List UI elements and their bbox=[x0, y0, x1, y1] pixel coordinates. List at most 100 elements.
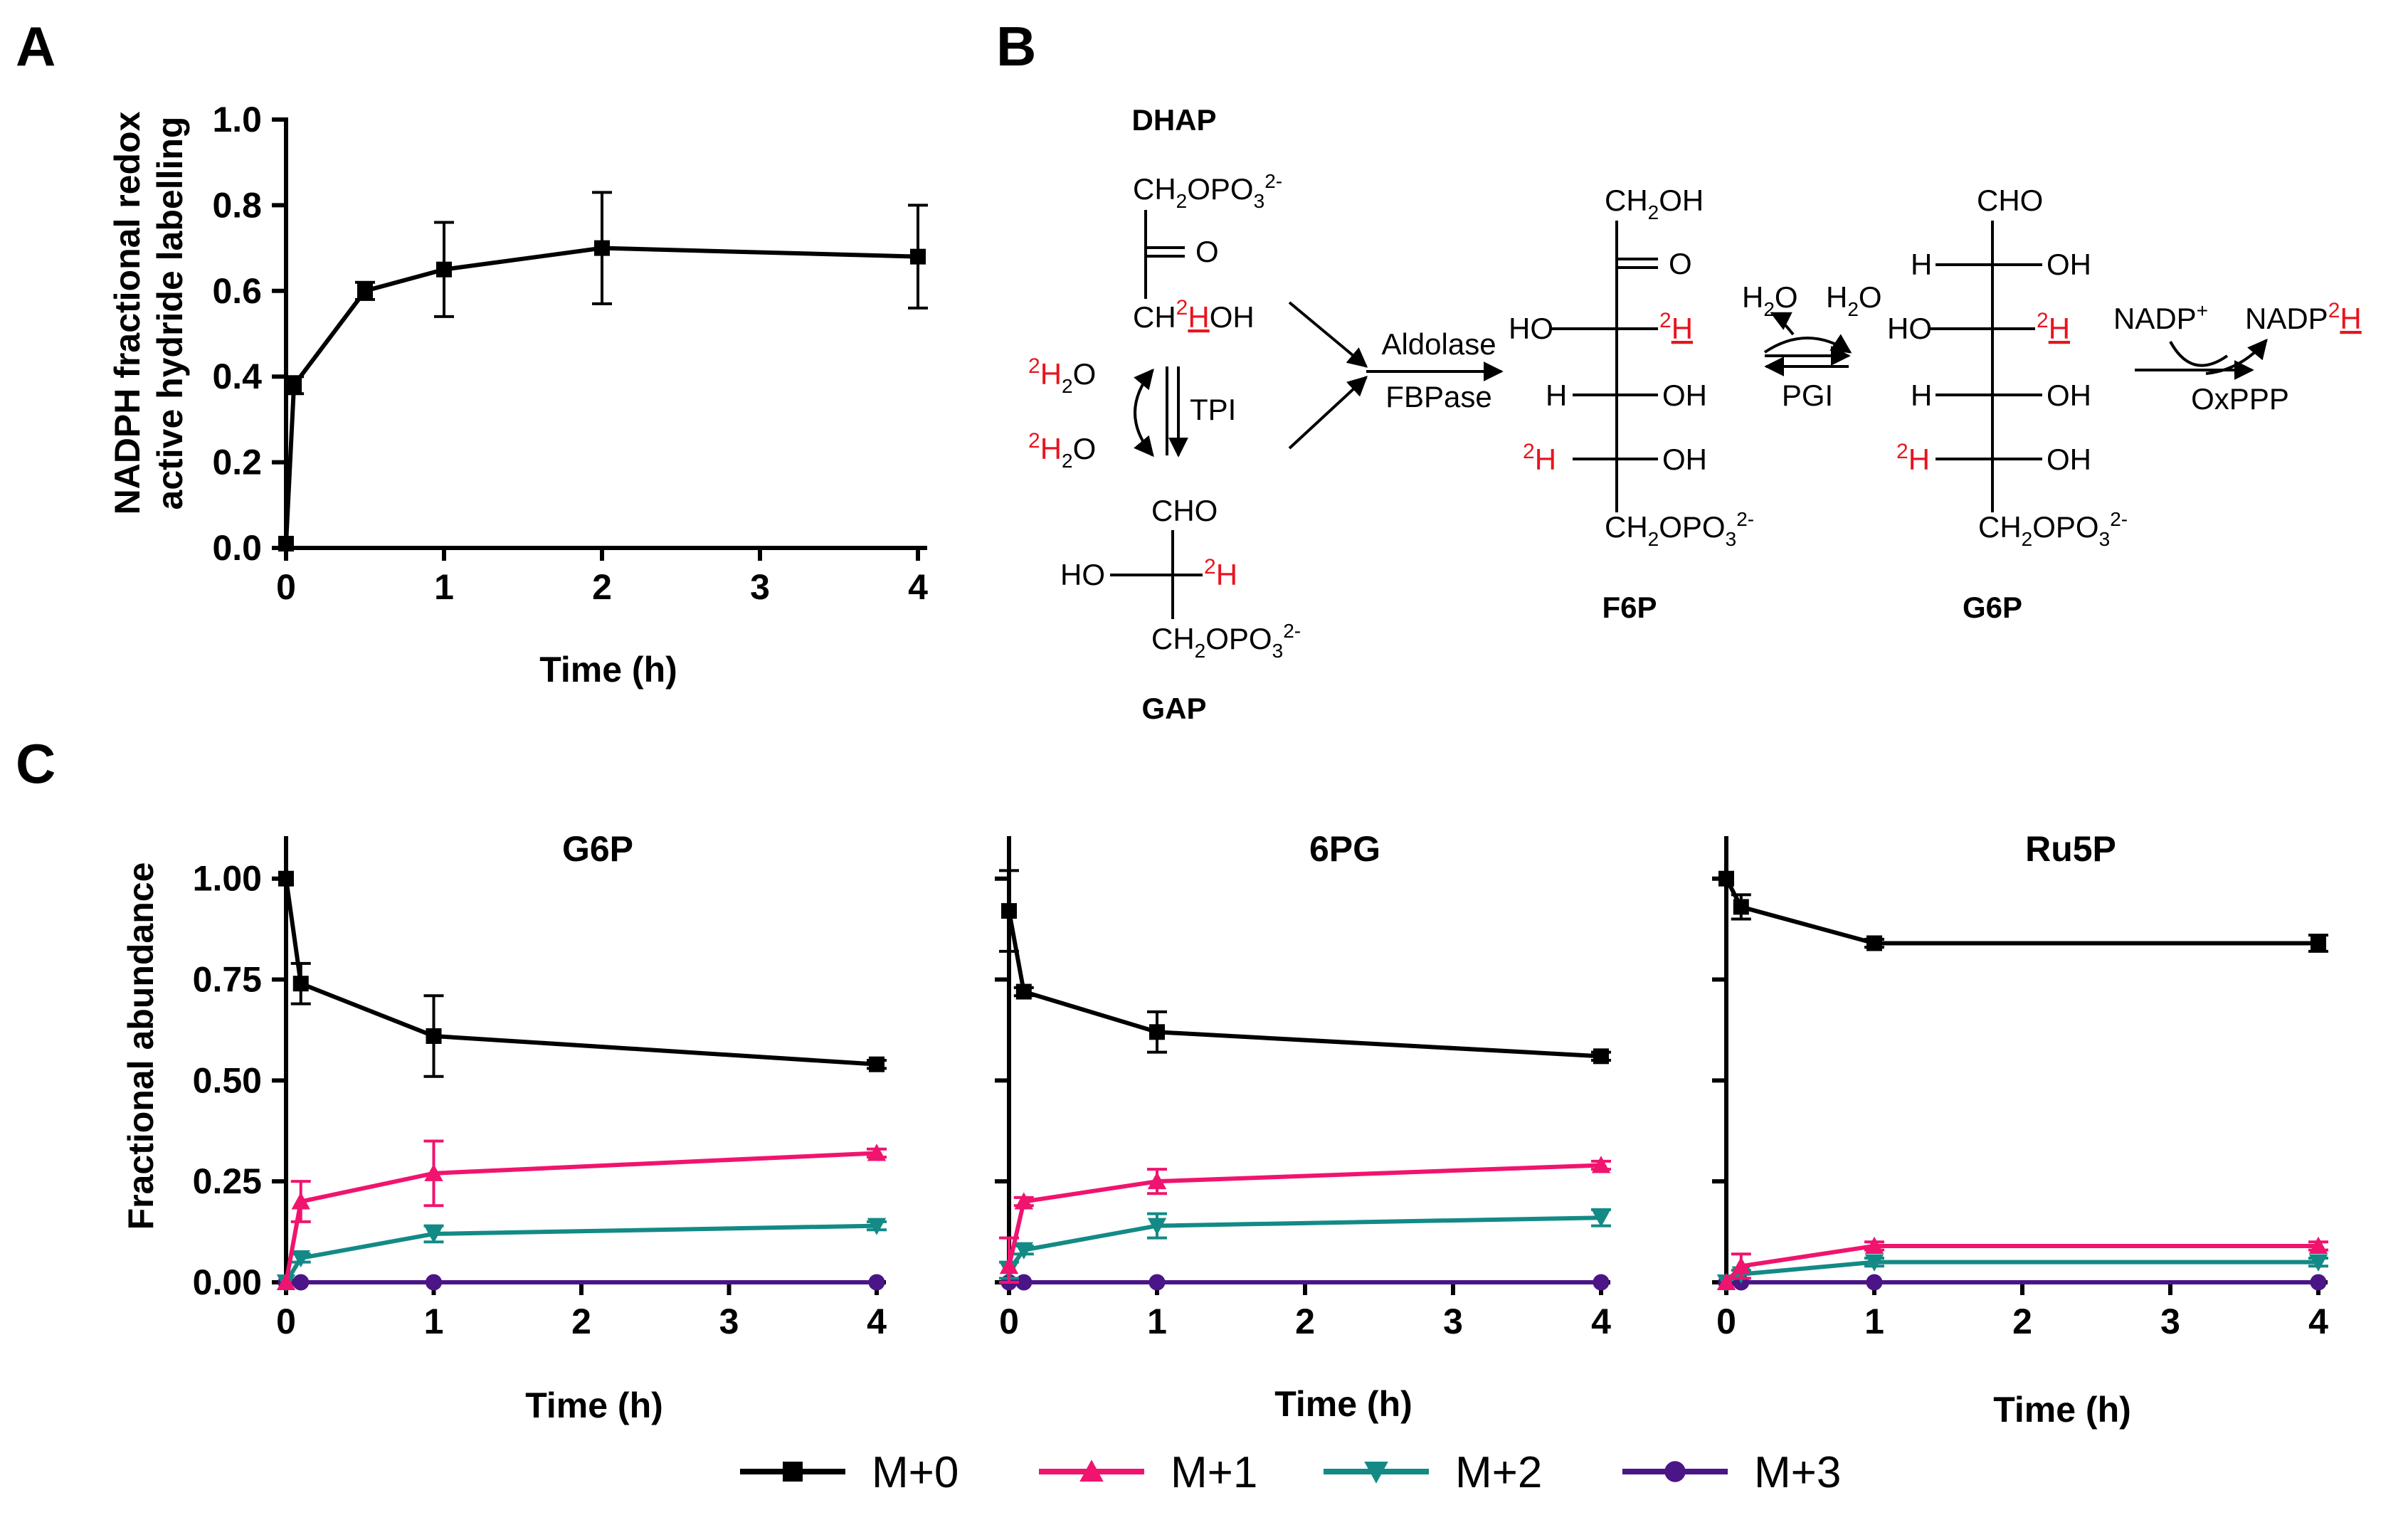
chartC1-xtick-label: 4 bbox=[867, 1302, 887, 1341]
chart-c-6pg: 0 1 2 3 4 bbox=[995, 836, 1611, 1341]
panel-label-a: A bbox=[16, 15, 56, 78]
f6p-oxo: O bbox=[1669, 247, 1692, 280]
legend-label: M+1 bbox=[1171, 1448, 1257, 1497]
chartA-series-NADPH labelling bbox=[284, 246, 919, 544]
chartC1-xtick-label: 0 bbox=[276, 1302, 296, 1341]
chartC3-xtick-label: 3 bbox=[2160, 1302, 2180, 1341]
legend-marker bbox=[1079, 1459, 1104, 1482]
chart-c3-xlabel: Time (h) bbox=[1993, 1390, 2131, 1430]
chartC2-xtick-label: 1 bbox=[1147, 1302, 1167, 1341]
oxppp-label: OxPPP bbox=[2191, 382, 2289, 416]
chartC2-series-Mplus1 bbox=[1007, 1163, 1602, 1267]
chartC2-xtick-label: 0 bbox=[999, 1302, 1019, 1341]
chartA-xtick-label: 4 bbox=[908, 567, 928, 607]
chart-c-ylabel: Fractional abundance bbox=[121, 862, 161, 1230]
chartA-xtick-label: 3 bbox=[750, 567, 770, 607]
legend-marker bbox=[1664, 1461, 1686, 1482]
tpi-label: TPI bbox=[1190, 393, 1236, 426]
chart-a-ylabel-line1: NADPH fractional redox bbox=[107, 111, 147, 514]
chartA-xtick-label: 0 bbox=[276, 567, 296, 607]
f6p-r2-left: H bbox=[1546, 379, 1567, 412]
chartC3-point bbox=[2308, 1254, 2328, 1272]
chartC2-point bbox=[1591, 1156, 1611, 1173]
chartC1-point bbox=[424, 1225, 443, 1244]
chartC3-point bbox=[1716, 1272, 1736, 1290]
gap-label: GAP bbox=[1141, 692, 1206, 725]
chartC2-xtick-label: 4 bbox=[1591, 1302, 1611, 1341]
oxppp-left: NADP+ bbox=[2113, 300, 2208, 335]
chartC1-point bbox=[869, 1056, 884, 1072]
fbpase-label: FBPase bbox=[1385, 380, 1491, 413]
g6p-r3-left: H bbox=[1911, 379, 1932, 412]
aldolase-label: Aldolase bbox=[1381, 327, 1496, 361]
chartC3-xtick-label: 4 bbox=[2308, 1302, 2328, 1341]
chartC3-point bbox=[1731, 1257, 1750, 1274]
chartA-ytick-label: 0.2 bbox=[212, 443, 262, 482]
chart-a-xlabel: Time (h) bbox=[539, 650, 677, 690]
g6p-r1-right: OH bbox=[2047, 248, 2091, 281]
chart-a-ylabel-line2: active hydride labelling bbox=[150, 117, 190, 510]
pgi-label: PGI bbox=[1782, 379, 1833, 412]
tpi-water-bottom: 2H2O bbox=[1028, 429, 1096, 472]
chartA-point bbox=[286, 377, 302, 394]
g6p-r2-left: HO bbox=[1887, 312, 1932, 345]
chartC3-point bbox=[2310, 1274, 2327, 1291]
chartC2-axes bbox=[1007, 836, 1610, 1284]
panel-label-c: C bbox=[16, 732, 56, 795]
chartC1-point bbox=[426, 1028, 442, 1044]
chart-c3-title: Ru5P bbox=[2025, 829, 2116, 869]
chartC3-series-Mplus2 bbox=[1725, 1260, 2318, 1284]
oxppp-right: NADP2H bbox=[2245, 299, 2362, 335]
g6p-label: G6P bbox=[1963, 591, 2022, 624]
chartC1-point bbox=[278, 870, 294, 887]
pgi-water-left: H2O bbox=[1742, 280, 1798, 320]
chartC3-point bbox=[1718, 870, 1734, 887]
dhap-oxo: O bbox=[1195, 235, 1219, 268]
chartC1-point bbox=[291, 1250, 310, 1268]
chartC2-point bbox=[1014, 1192, 1033, 1210]
chartC2-point bbox=[1593, 1274, 1610, 1291]
chartC2-point bbox=[1015, 983, 1032, 1000]
chartA-point bbox=[357, 283, 373, 299]
chartC2-point bbox=[1015, 1274, 1033, 1291]
chartC3-point bbox=[1866, 935, 1882, 951]
g6p-r3-right: OH bbox=[2047, 379, 2091, 412]
chartC1-series-Mplus1 bbox=[284, 1151, 877, 1283]
chartC1-xtick-label: 1 bbox=[424, 1302, 444, 1341]
legend-label: M+3 bbox=[1754, 1448, 1841, 1497]
chartC3-point bbox=[1733, 899, 1749, 915]
chartA-ytick-label: 0.4 bbox=[212, 357, 262, 396]
chartC2-point bbox=[1001, 903, 1017, 919]
metabolic-scheme: DHAP CH2OPO32- O CH2HOH TPI 2H2O 2H2O CH… bbox=[1028, 103, 2362, 725]
chartC1-point bbox=[291, 1192, 310, 1210]
g6p-r4-right: OH bbox=[2047, 443, 2091, 476]
chart-c2-title: 6PG bbox=[1309, 829, 1380, 869]
g6p-top: CHO bbox=[1977, 184, 2043, 217]
chartA-xtick-label: 2 bbox=[592, 567, 612, 607]
chartC3-series-Mplus0 bbox=[1724, 877, 2318, 946]
chartC1-point bbox=[425, 1274, 443, 1291]
dhap-line3: CH2HOH bbox=[1133, 296, 1255, 334]
chartC2-series-Mplus0 bbox=[1007, 910, 1602, 1059]
chartC3-point bbox=[2308, 1236, 2328, 1254]
chartC1-ytick-label: 0.50 bbox=[193, 1060, 262, 1100]
chartC2-point bbox=[1593, 1048, 1609, 1065]
chartA-point bbox=[436, 261, 452, 278]
chart-c-ru5p: 0 1 2 3 4 bbox=[1712, 836, 2328, 1341]
g6p-r2-right: 2H bbox=[2037, 309, 2070, 345]
chartA-ytick-label: 0.6 bbox=[212, 271, 262, 311]
legend-label: M+2 bbox=[1455, 1448, 1542, 1497]
chartA-axes bbox=[284, 117, 927, 550]
chartC3-axes bbox=[1724, 836, 2328, 1284]
chartA-point bbox=[910, 248, 926, 265]
gap-deuterium: 2H bbox=[1204, 555, 1237, 591]
chart-c1-title: G6P bbox=[562, 829, 633, 869]
chartA-ytick-label: 1.0 bbox=[212, 100, 262, 139]
chartC1-xtick-label: 3 bbox=[719, 1302, 739, 1341]
chartC3-point bbox=[1866, 1274, 1883, 1291]
chartC1-point bbox=[867, 1218, 887, 1235]
chartC3-point bbox=[1864, 1254, 1884, 1272]
legend: M+0 M+1 M+2 M+3 bbox=[740, 1448, 1841, 1497]
chartA-xtick-label: 1 bbox=[434, 567, 454, 607]
dhap-line1: CH2OPO32- bbox=[1133, 170, 1282, 212]
